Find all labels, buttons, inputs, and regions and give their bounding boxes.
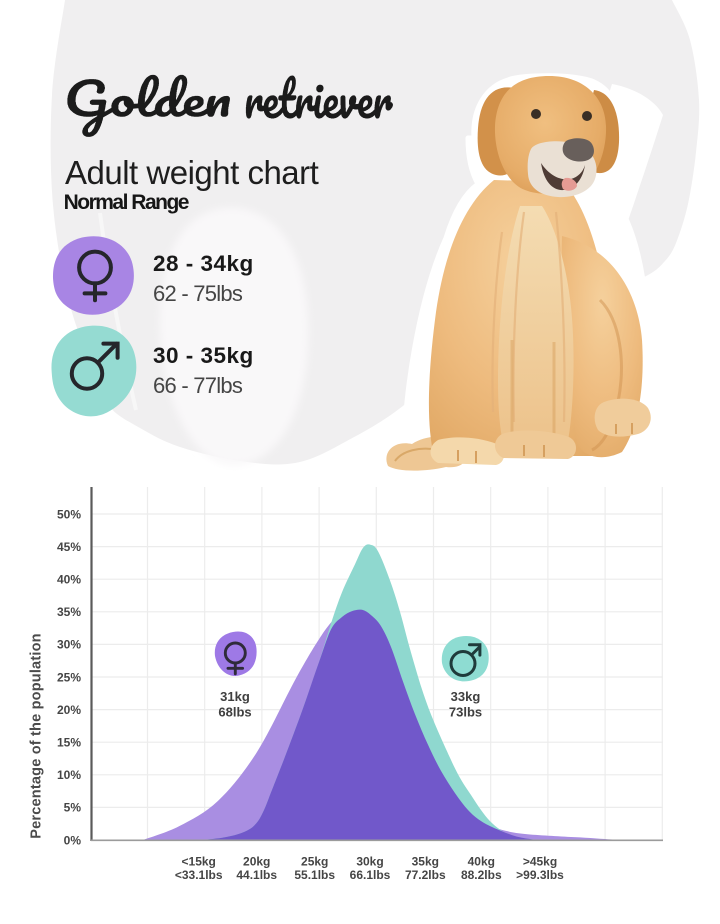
svg-text:20kg: 20kg xyxy=(243,855,270,869)
svg-text:44.1lbs: 44.1lbs xyxy=(236,868,277,882)
svg-text:>99.3lbs: >99.3lbs xyxy=(516,868,564,882)
svg-text:5%: 5% xyxy=(64,801,82,815)
svg-text:50%: 50% xyxy=(57,507,81,521)
svg-text:40%: 40% xyxy=(57,573,81,587)
svg-text:<33.1lbs: <33.1lbs xyxy=(175,868,223,882)
svg-text:<15kg: <15kg xyxy=(182,855,216,869)
svg-text:68lbs: 68lbs xyxy=(218,705,251,720)
svg-text:Percentage of the population: Percentage of the population xyxy=(29,633,45,838)
svg-text:55.1lbs: 55.1lbs xyxy=(294,868,335,882)
svg-text:88.2lbs: 88.2lbs xyxy=(461,868,502,882)
svg-text:>45kg: >45kg xyxy=(523,855,557,869)
svg-text:31kg: 31kg xyxy=(220,689,250,704)
svg-text:20%: 20% xyxy=(57,703,81,717)
svg-text:40kg: 40kg xyxy=(468,855,495,869)
svg-text:45%: 45% xyxy=(57,540,81,554)
svg-text:35kg: 35kg xyxy=(412,855,439,869)
svg-text:35%: 35% xyxy=(57,605,81,619)
svg-text:15%: 15% xyxy=(57,736,81,750)
svg-text:73lbs: 73lbs xyxy=(449,705,482,720)
svg-text:10%: 10% xyxy=(57,768,81,782)
svg-text:30kg: 30kg xyxy=(356,855,383,869)
svg-text:25kg: 25kg xyxy=(301,855,328,869)
svg-text:30%: 30% xyxy=(57,638,81,652)
svg-text:0%: 0% xyxy=(64,833,82,847)
svg-text:77.2lbs: 77.2lbs xyxy=(405,868,446,882)
svg-text:33kg: 33kg xyxy=(451,689,481,704)
svg-text:25%: 25% xyxy=(57,670,81,684)
svg-text:66.1lbs: 66.1lbs xyxy=(350,868,391,882)
